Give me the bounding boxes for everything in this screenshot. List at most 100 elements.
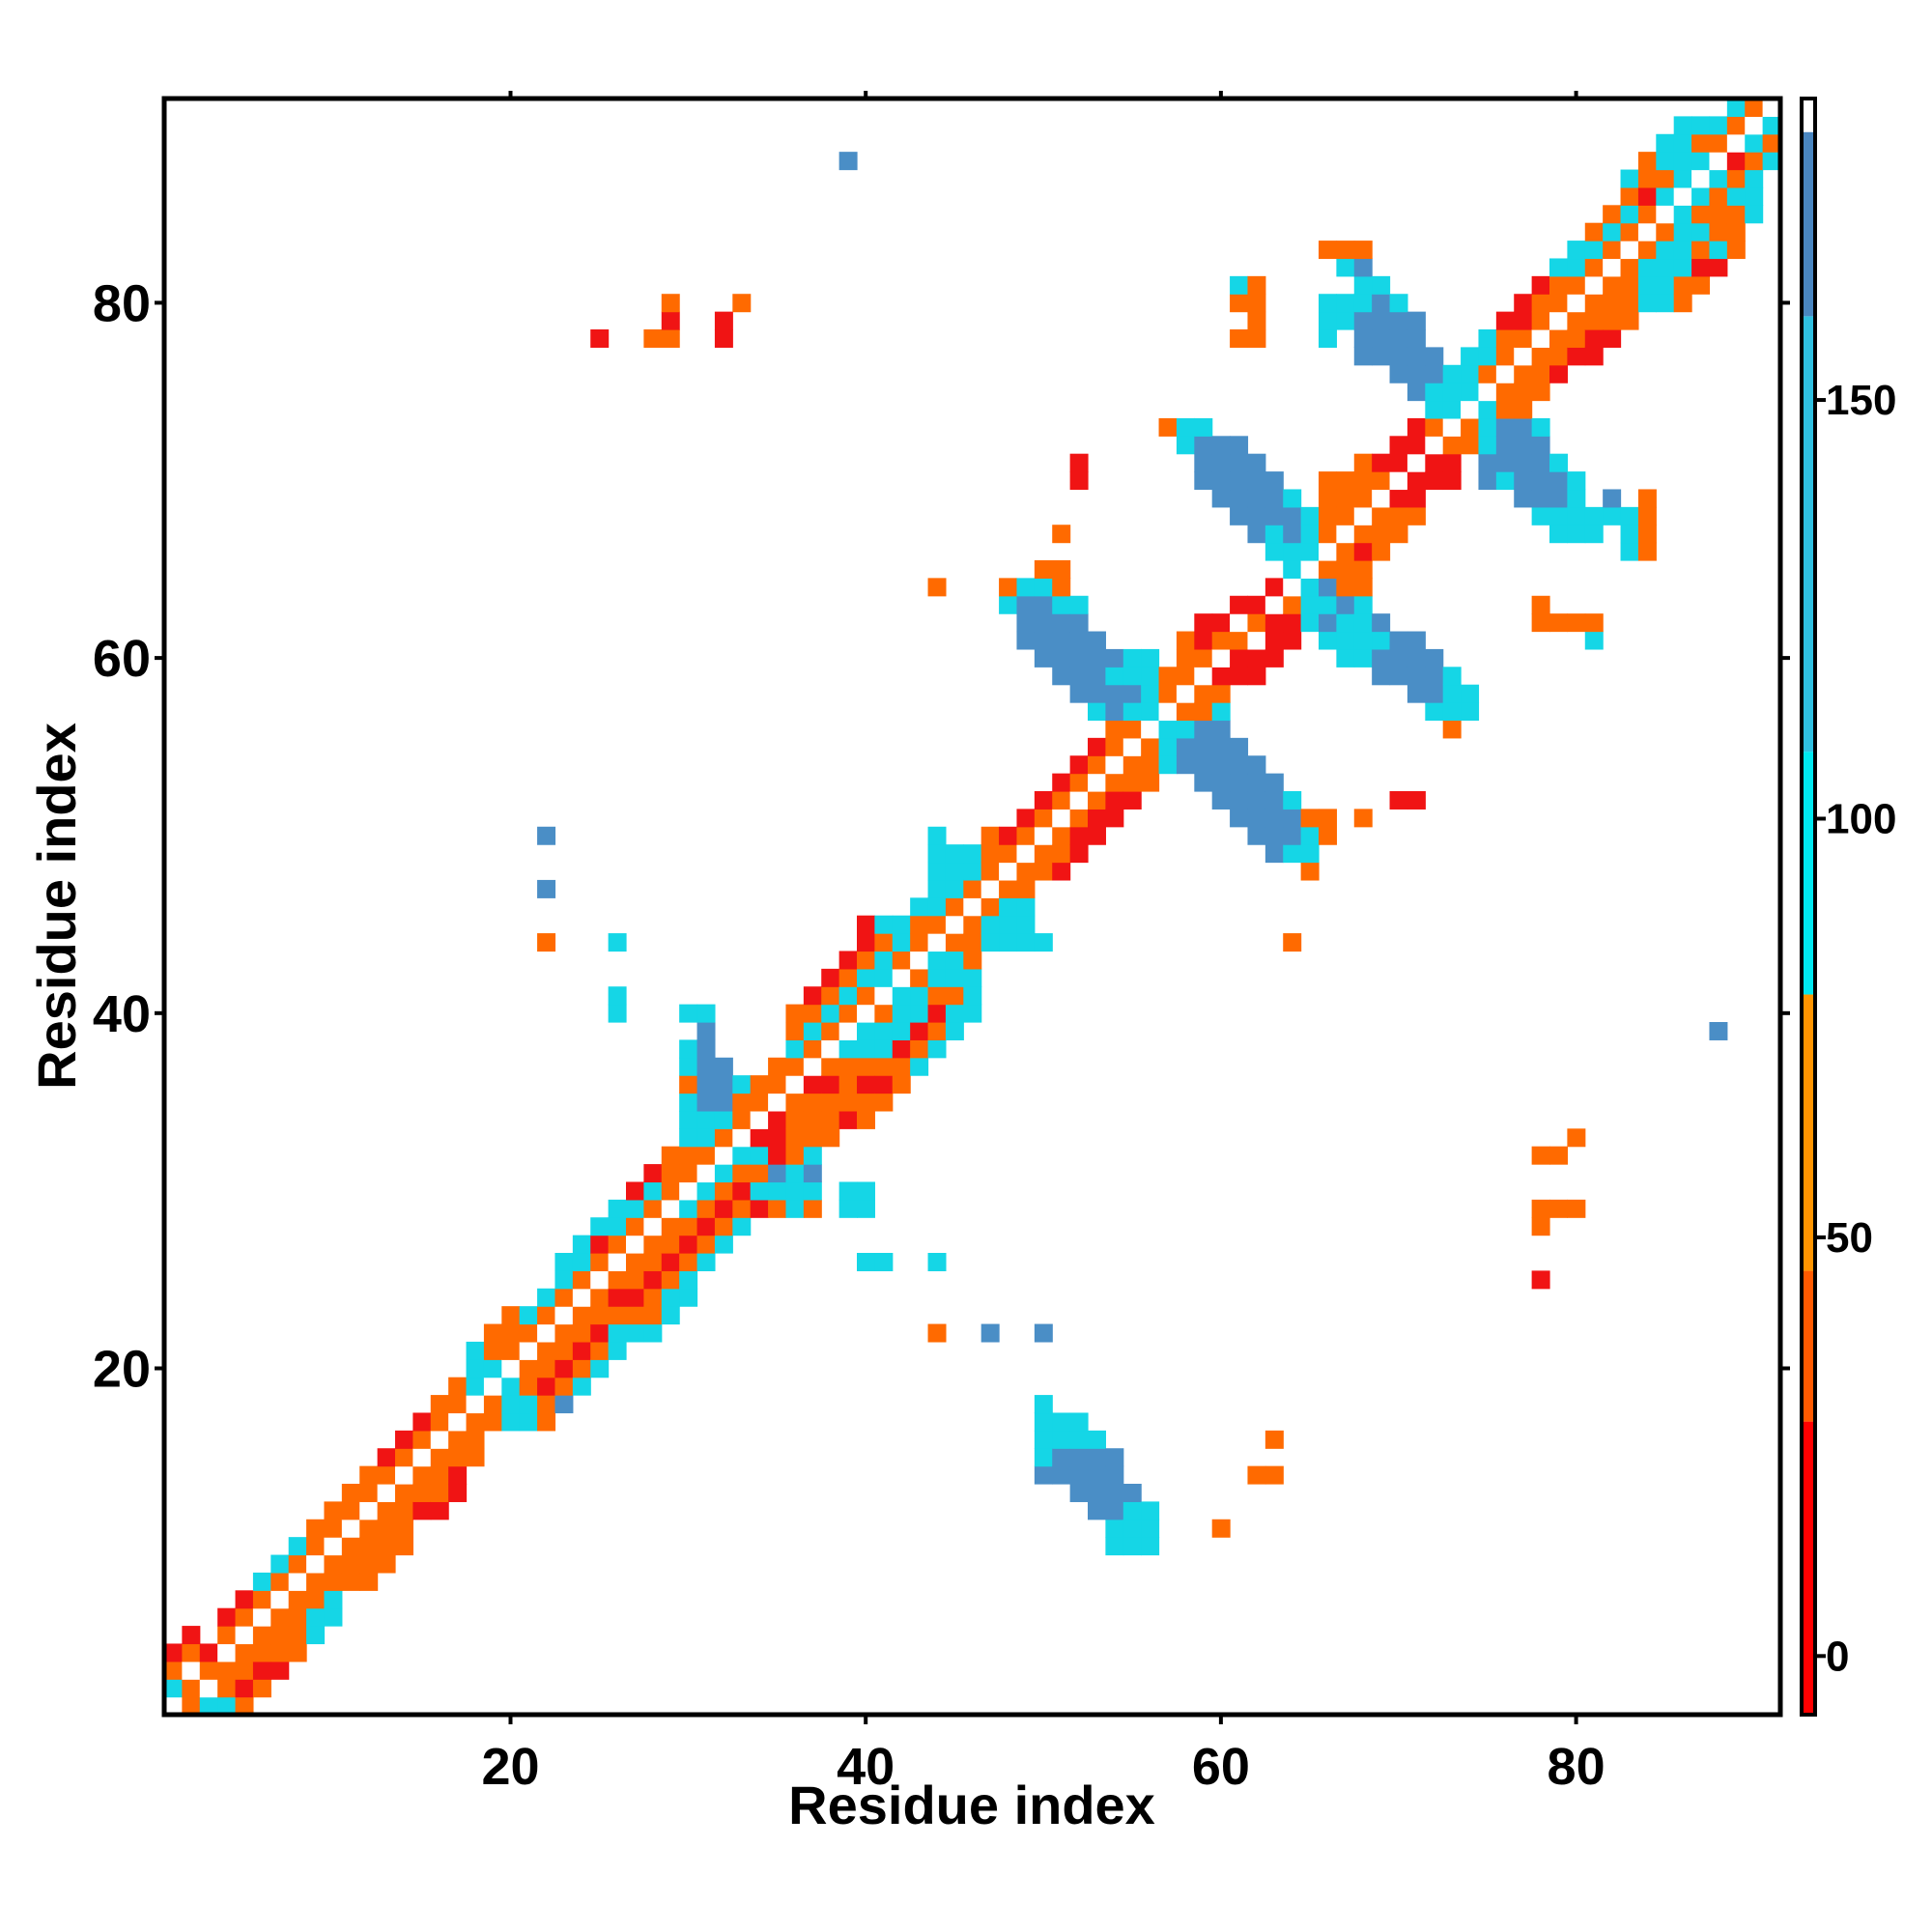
heatmap-cell — [430, 1501, 449, 1520]
heatmap-cell — [1016, 879, 1036, 898]
heatmap-cell — [999, 915, 1018, 934]
heatmap-cell — [945, 951, 964, 970]
heatmap-cell — [519, 1341, 538, 1360]
heatmap-cell — [910, 986, 929, 1006]
heatmap-cell — [1016, 578, 1036, 597]
heatmap-cell — [324, 1590, 343, 1609]
heatmap-cell — [1264, 506, 1284, 526]
heatmap-cell — [1230, 471, 1249, 491]
heatmap-cell — [945, 1022, 964, 1040]
heatmap-cell — [608, 1270, 627, 1290]
heatmap-cell — [572, 1270, 591, 1290]
heatmap-cell — [1176, 702, 1195, 722]
y-tick-label: 60 — [93, 630, 151, 688]
heatmap-cell — [857, 1110, 875, 1129]
heatmap-cell — [1230, 791, 1249, 810]
heatmap-cell — [1656, 169, 1675, 188]
heatmap-cell — [1141, 702, 1160, 722]
heatmap-cell — [1495, 364, 1515, 384]
heatmap-cell — [1406, 453, 1426, 472]
heatmap-cell — [785, 1181, 805, 1201]
heatmap-cell — [182, 1696, 201, 1716]
heatmap-cell — [803, 1164, 822, 1183]
heatmap-cell — [945, 933, 964, 952]
heatmap-cell — [963, 879, 982, 898]
heatmap-cell — [1691, 133, 1711, 153]
heatmap-cell — [270, 1643, 290, 1662]
heatmap-cell — [679, 1128, 698, 1148]
heatmap-cell — [448, 1448, 468, 1467]
heatmap-cell — [1283, 560, 1302, 579]
heatmap-cell — [590, 1323, 610, 1343]
heatmap-cell — [980, 826, 1000, 845]
heatmap-cell — [857, 1004, 875, 1023]
heatmap-cell — [1069, 667, 1089, 686]
heatmap-cell — [430, 1412, 449, 1432]
heatmap-cell — [1762, 133, 1781, 153]
heatmap-cell — [1478, 453, 1497, 472]
heatmap-cell — [217, 1626, 237, 1645]
heatmap-cell — [1584, 275, 1604, 295]
heatmap-cell — [1141, 667, 1160, 686]
heatmap-cell — [288, 1626, 307, 1645]
heatmap-cell — [732, 1181, 752, 1201]
heatmap-cell — [1567, 241, 1586, 260]
heatmap-cell — [448, 1412, 468, 1432]
heatmap-cell — [1105, 737, 1124, 756]
heatmap-cell — [1353, 506, 1373, 526]
heatmap-cell — [1531, 1217, 1550, 1236]
heatmap-cell — [572, 1341, 591, 1360]
heatmap-cell — [821, 1110, 840, 1129]
heatmap-cell — [164, 1643, 183, 1662]
heatmap-cell — [857, 933, 875, 952]
heatmap-cell — [1336, 294, 1355, 313]
heatmap-cell — [483, 1341, 502, 1360]
heatmap-cell — [927, 968, 947, 987]
colorbar-band — [1804, 316, 1813, 753]
heatmap-cell — [1319, 631, 1337, 650]
heatmap-cell — [590, 329, 610, 348]
heatmap-cell — [803, 1093, 822, 1112]
heatmap-cell — [1673, 116, 1692, 135]
heatmap-cell — [1495, 329, 1515, 348]
heatmap-cell — [1603, 294, 1622, 313]
heatmap-cell — [1088, 1430, 1106, 1449]
heatmap-cell — [199, 1696, 218, 1716]
heatmap-cell — [1620, 258, 1639, 277]
heatmap-cell — [359, 1572, 379, 1591]
heatmap-cell — [1211, 436, 1231, 455]
heatmap-cell — [1691, 116, 1711, 135]
heatmap-cell — [1141, 648, 1160, 668]
heatmap-cell — [199, 1661, 218, 1680]
heatmap-cell — [395, 1501, 413, 1520]
heatmap-cell — [1283, 844, 1302, 864]
heatmap-cell — [1709, 133, 1728, 153]
heatmap-cell — [359, 1554, 379, 1574]
heatmap-cell — [874, 1022, 894, 1040]
heatmap-cell — [1531, 1146, 1550, 1165]
heatmap-cell — [1105, 809, 1124, 828]
heatmap-cell — [1549, 347, 1568, 366]
heatmap-cell — [927, 897, 947, 917]
heatmap-cell — [1372, 667, 1391, 686]
heatmap-cell — [1745, 116, 1764, 135]
heatmap-cell — [324, 1554, 343, 1574]
heatmap-cell — [1247, 809, 1266, 828]
heatmap-cell — [1211, 648, 1231, 668]
heatmap-cell — [1176, 755, 1195, 775]
heatmap-cell — [892, 1039, 911, 1059]
heatmap-cell — [572, 1288, 591, 1307]
heatmap-cell — [1389, 294, 1408, 313]
heatmap-cell — [519, 1395, 538, 1414]
heatmap-cell — [1300, 525, 1320, 544]
heatmap-cell — [1425, 417, 1444, 437]
heatmap-cell — [1105, 1484, 1124, 1502]
heatmap-cell — [1656, 205, 1675, 224]
heatmap-cell — [252, 1590, 271, 1609]
heatmap-cell — [910, 1057, 929, 1076]
heatmap-cell — [892, 933, 911, 952]
heatmap-cell — [1514, 364, 1533, 384]
heatmap-cell — [1122, 648, 1142, 668]
heatmap-cell — [1353, 347, 1373, 366]
heatmap-cell — [1673, 258, 1692, 277]
